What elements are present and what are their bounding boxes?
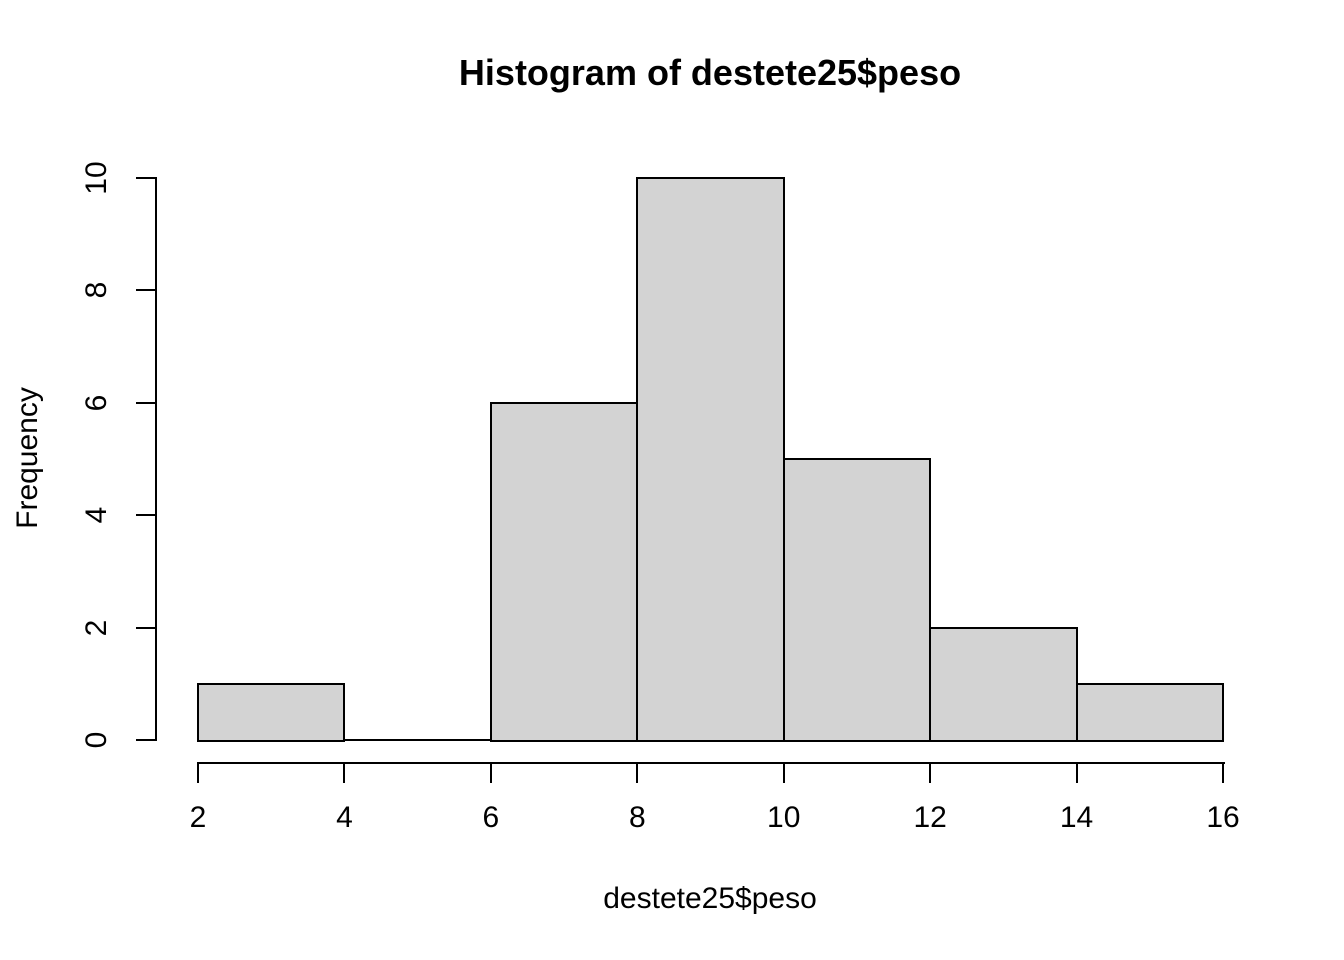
x-axis-label-text: destete25$peso (603, 882, 817, 915)
histogram-bar (929, 626, 1078, 742)
histogram-bar (1075, 682, 1224, 742)
y-axis-line (155, 177, 157, 741)
y-tick (136, 514, 155, 517)
chart-title-text: Histogram of destete25$peso (458, 52, 962, 93)
x-tick (1075, 764, 1078, 783)
x-tick (1222, 764, 1224, 783)
x-tick (782, 764, 785, 783)
y-tick-label-text: 4 (80, 506, 113, 524)
histogram-bar (782, 458, 932, 742)
y-tick (136, 177, 155, 179)
y-tick (136, 626, 155, 629)
x-tick (489, 764, 492, 783)
x-tick (929, 764, 932, 783)
y-tick (136, 289, 155, 292)
x-tick-label-text: 16 (1206, 801, 1240, 834)
x-tick-label-text: 10 (767, 801, 801, 834)
x-tick (636, 764, 639, 783)
y-tick (136, 739, 155, 741)
y-tick-label-text: 8 (80, 282, 113, 299)
x-tick-label-text: 8 (628, 801, 646, 834)
x-tick (343, 764, 346, 783)
x-tick-label-text: 2 (189, 801, 207, 834)
x-axis-line (197, 762, 1225, 764)
y-tick-label-text: 0 (80, 731, 113, 749)
y-tick-label-text: 10 (80, 161, 113, 195)
y-axis-label-text: Frequency (11, 387, 44, 529)
x-tick-label-text: 4 (336, 801, 353, 834)
x-tick (197, 764, 199, 783)
histogram-bar (489, 401, 639, 742)
x-tick-label-text: 12 (913, 801, 947, 834)
histogram-bar (636, 177, 785, 742)
x-tick-label-text: 6 (482, 801, 500, 834)
y-tick-label-text: 2 (80, 619, 113, 636)
histogram-bar (197, 682, 346, 742)
x-tick-label-text: 14 (1059, 801, 1094, 834)
y-tick (136, 401, 155, 404)
y-tick-label-text: 6 (80, 394, 113, 412)
